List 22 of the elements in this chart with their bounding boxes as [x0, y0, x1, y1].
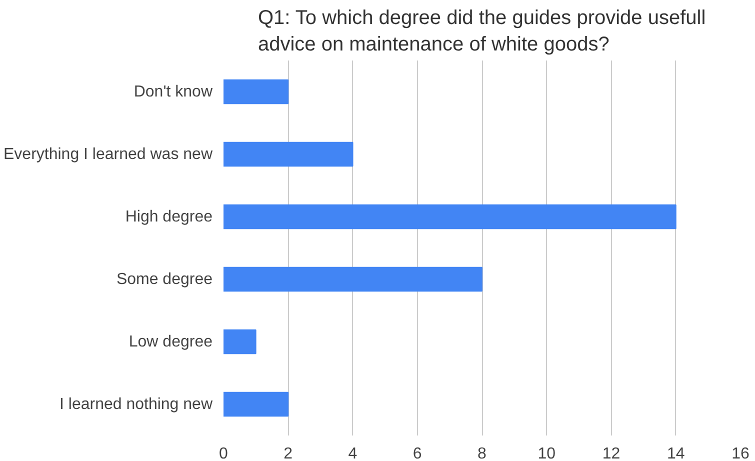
bar	[224, 266, 482, 292]
x-tick-label: 0	[219, 446, 228, 461]
bar	[224, 392, 289, 417]
bar	[224, 329, 256, 354]
x-tick-label: 4	[348, 446, 358, 461]
bar	[224, 204, 676, 230]
x-tick-label: 2	[284, 446, 293, 461]
x-tick-label: 16	[732, 446, 750, 461]
x-tick-label: 10	[538, 446, 556, 461]
x-tick-label: 6	[412, 446, 422, 461]
y-tick-label: Low degree	[128, 333, 213, 350]
y-tick-label: Some degree	[116, 270, 213, 288]
bar	[224, 79, 289, 104]
bar	[224, 142, 354, 167]
x-tick-label: 8	[478, 446, 487, 461]
y-tick-label: High degree	[125, 208, 213, 226]
x-tick-label: 14	[666, 446, 685, 461]
y-tick-label: I learned nothing new	[60, 396, 213, 413]
y-tick-label: Everything I learned was new	[4, 146, 213, 163]
y-tick-label: Don't know	[134, 83, 213, 100]
x-tick-label: 12	[602, 446, 620, 461]
chart-title: Q1: To which degree did the guides provide usefull advice on maintenance of white goods?	[258, 7, 706, 56]
